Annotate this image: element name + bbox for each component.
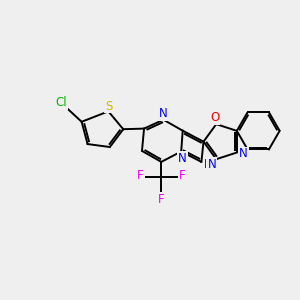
Text: N: N [178,152,187,164]
Text: N: N [239,148,248,160]
Text: S: S [105,100,113,112]
Text: N: N [207,158,216,171]
Text: O: O [210,111,219,124]
Text: Cl: Cl [55,96,67,109]
Text: N: N [204,158,212,171]
Text: F: F [158,193,165,206]
Text: N: N [158,107,167,120]
Text: F: F [179,169,185,182]
Text: F: F [137,169,144,182]
